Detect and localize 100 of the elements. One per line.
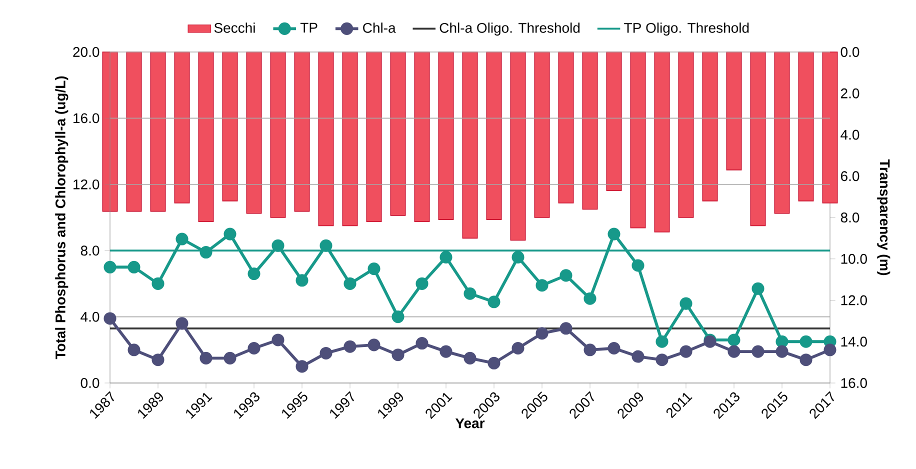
point xyxy=(320,346,332,360)
point xyxy=(584,344,596,356)
bar xyxy=(294,52,310,212)
bar xyxy=(654,52,670,232)
point xyxy=(320,239,332,252)
y2-axis-title: Transparency (m) xyxy=(877,159,890,276)
y-tick-label: 0.0 xyxy=(80,378,100,388)
y-tick-label: 16.0 xyxy=(74,113,100,124)
bar xyxy=(606,52,622,192)
point xyxy=(392,348,404,362)
point xyxy=(200,246,212,259)
point xyxy=(536,279,548,292)
point xyxy=(752,282,764,295)
legend-label: Chl-a xyxy=(363,22,396,33)
point xyxy=(800,354,812,366)
point xyxy=(560,322,572,335)
bar xyxy=(438,52,454,220)
point xyxy=(248,342,260,355)
point xyxy=(728,345,740,358)
bar xyxy=(462,52,478,239)
y2-tick-label: 2.0 xyxy=(840,88,860,98)
bar xyxy=(750,52,766,226)
point xyxy=(656,354,668,366)
point xyxy=(440,250,452,264)
y2-tick-label: 0.0 xyxy=(840,47,860,57)
point xyxy=(776,345,788,358)
point xyxy=(416,277,428,290)
point xyxy=(224,352,236,364)
legend-label: Chl-a Oligo. Threshold xyxy=(440,22,580,36)
point xyxy=(680,345,692,358)
y2-tick-label: 14.0 xyxy=(841,336,867,347)
y-tick-label: 20.0 xyxy=(73,47,100,57)
point xyxy=(680,297,692,310)
point xyxy=(488,356,500,370)
point xyxy=(608,228,620,240)
bar xyxy=(726,52,742,170)
bar xyxy=(702,52,718,202)
bar xyxy=(558,52,574,204)
point xyxy=(296,274,308,287)
bar xyxy=(678,52,694,218)
bar xyxy=(486,52,502,220)
point xyxy=(632,350,644,363)
point xyxy=(440,345,452,358)
bar xyxy=(774,52,790,214)
bar xyxy=(174,52,190,204)
point xyxy=(152,277,164,290)
bar xyxy=(198,52,214,222)
bar xyxy=(414,52,430,222)
point xyxy=(728,334,740,346)
bar xyxy=(390,52,406,216)
point xyxy=(272,334,284,346)
point xyxy=(152,354,164,366)
y2-tick-label: 10.0 xyxy=(841,254,867,264)
point xyxy=(800,335,812,348)
point xyxy=(416,337,428,350)
point xyxy=(536,327,548,340)
point xyxy=(752,345,764,358)
point xyxy=(392,310,404,324)
bar xyxy=(126,52,142,212)
point xyxy=(128,344,140,356)
bar xyxy=(342,52,358,226)
point xyxy=(656,335,668,348)
x-axis-title: Year xyxy=(455,418,485,428)
point xyxy=(176,317,188,330)
bar xyxy=(366,52,382,222)
point xyxy=(512,250,524,264)
point xyxy=(464,287,476,300)
point xyxy=(296,360,308,373)
bar xyxy=(582,52,598,210)
point xyxy=(632,259,644,272)
point xyxy=(248,268,260,280)
point xyxy=(104,312,116,325)
point xyxy=(272,239,284,252)
point xyxy=(584,292,596,305)
point xyxy=(608,342,620,355)
bar xyxy=(318,52,334,226)
point xyxy=(776,335,788,348)
legend-label: TP Oligo. Threshold xyxy=(624,22,749,36)
bar xyxy=(798,52,814,202)
y2-tick-label: 4.0 xyxy=(840,130,860,140)
point xyxy=(368,338,380,352)
point xyxy=(104,260,116,274)
point xyxy=(512,342,524,355)
bar xyxy=(222,52,238,202)
point xyxy=(224,228,236,240)
y-tick-label: 4.0 xyxy=(80,312,100,322)
point xyxy=(200,352,212,364)
point xyxy=(488,296,500,308)
y-axis-title: Total Phosphorus and Chlorophyll-a (ug/L) xyxy=(55,76,68,360)
bar xyxy=(534,52,550,218)
point xyxy=(344,277,356,290)
y2-tick-label: 16.0 xyxy=(841,378,867,388)
y2-tick-label: 8.0 xyxy=(840,212,860,222)
y-tick-label: 12.0 xyxy=(74,179,100,190)
bar xyxy=(246,52,262,214)
point xyxy=(176,232,188,246)
bar xyxy=(510,52,526,241)
bar xyxy=(150,52,166,212)
point xyxy=(344,340,356,353)
point xyxy=(560,269,572,282)
